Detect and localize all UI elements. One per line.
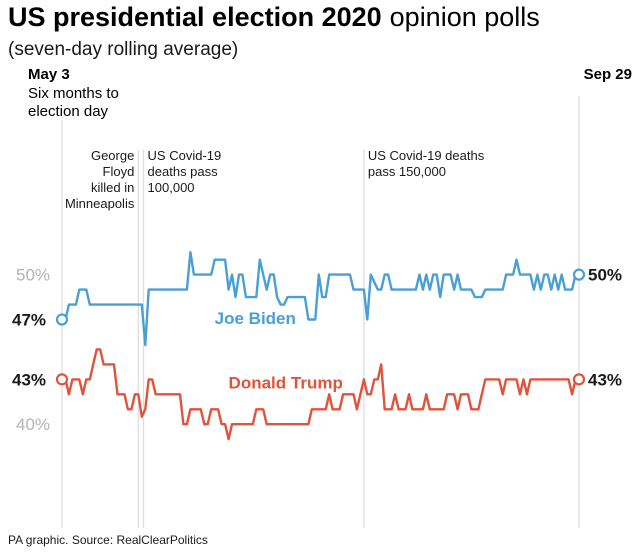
series-start-value: 47% (12, 311, 46, 330)
series-end-marker (572, 268, 586, 281)
annotation-text: George (91, 148, 134, 163)
x-start-sublabel-1: Six months to (28, 85, 119, 102)
series-start-value: 43% (12, 370, 46, 389)
annotation-text: Minneapolis (65, 196, 135, 211)
series-end-value: 50% (588, 266, 622, 285)
gridlines (61, 96, 580, 528)
series-end-marker (572, 373, 586, 386)
series-line-biden (62, 251, 579, 347)
annotation-text: deaths pass (148, 164, 219, 179)
series-name-label: Donald Trump (229, 373, 343, 392)
chart-title-bold: US presidential election 2020 (8, 2, 382, 32)
series-end-value: 43% (588, 370, 622, 389)
y-tick-label: 40% (16, 415, 50, 434)
annotation-text: 100,000 (148, 180, 195, 195)
annotation-text: US Covid-19 (148, 148, 222, 163)
annotation-text: Floyd (103, 164, 135, 179)
annotation-text: US Covid-19 deaths (368, 148, 485, 163)
series-line-trump (62, 348, 579, 441)
y-axis-ticks: 50% 40% (16, 266, 50, 435)
chart-title-regular: opinion polls (390, 2, 540, 32)
series-start-marker (55, 373, 69, 386)
annotation-text: pass 150,000 (368, 164, 446, 179)
series: 47% 50% Joe Biden 43% 43% Donald Trump (12, 251, 622, 441)
series-name-label: Joe Biden (215, 309, 296, 328)
series-start-marker (55, 313, 69, 326)
source-note: PA graphic. Source: RealClearPolitics (8, 533, 208, 547)
chart-title: US presidential election 2020 opinion pol… (8, 2, 540, 32)
x-start-label: May 3 (28, 66, 70, 83)
y-tick-label: 50% (16, 266, 50, 285)
chart-subtitle: (seven-day rolling average) (8, 39, 238, 60)
x-end-label: Sep 29 (584, 66, 632, 83)
annotation-text: killed in (91, 180, 134, 195)
x-start-sublabel-2: election day (28, 103, 109, 120)
